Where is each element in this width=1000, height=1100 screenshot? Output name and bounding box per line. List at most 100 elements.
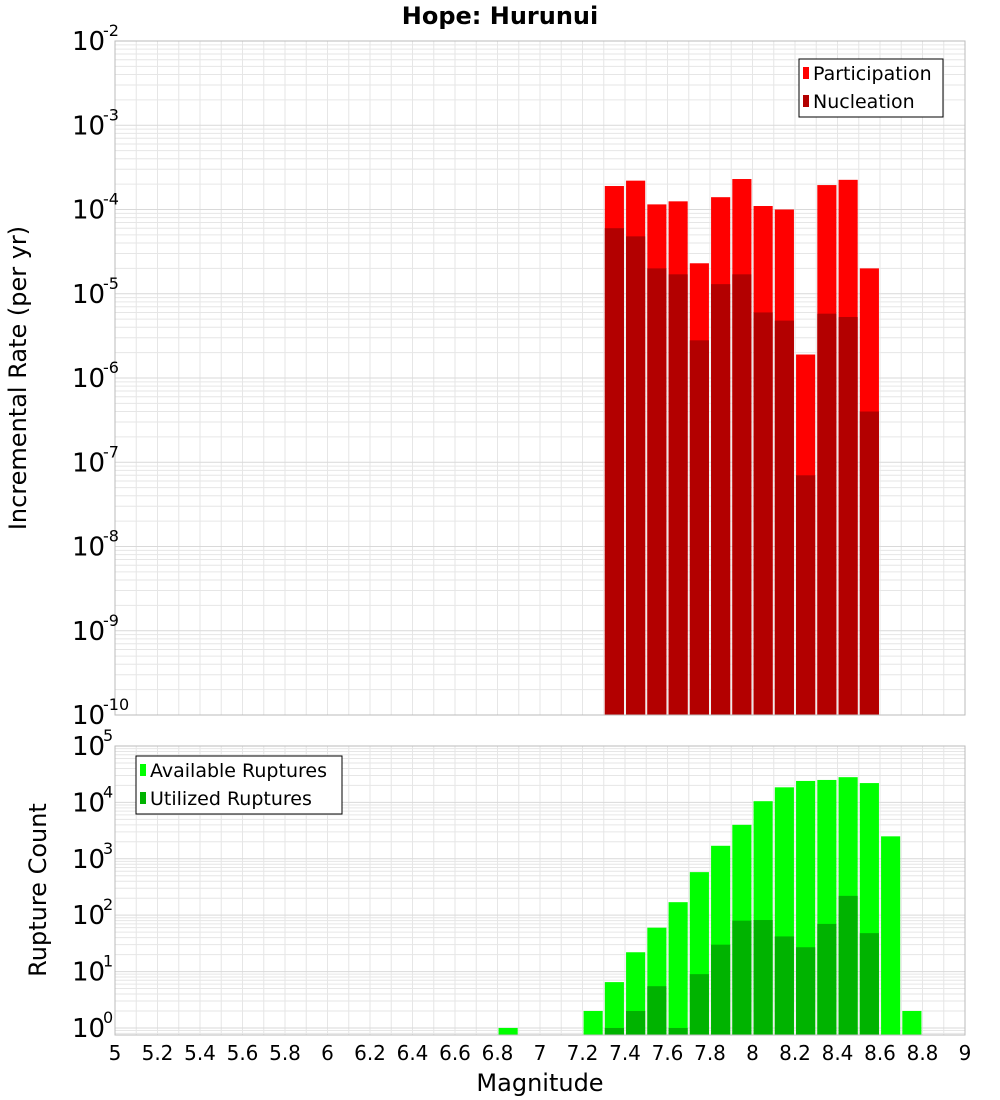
bottom-y-tick-base: 10 — [72, 732, 105, 762]
top-panel: 10-210-310-410-510-610-710-810-910-10 In… — [4, 21, 966, 731]
legend-label-nucleation: Nucleation — [813, 91, 915, 113]
x-tick-label: 8.8 — [907, 1041, 939, 1065]
top-bar-b — [668, 274, 688, 715]
top-y-tick-exponent: -8 — [103, 527, 119, 546]
top-bar-b — [838, 316, 858, 715]
chart-title: Hope: Hurunui — [402, 2, 598, 30]
bottom-bar-b — [604, 1027, 624, 1035]
top-y-tick-exponent: -5 — [103, 274, 119, 293]
bottom-y-tick-base: 10 — [72, 1014, 105, 1044]
legend-swatch-utilized — [140, 792, 146, 804]
x-tick-label: 7 — [534, 1041, 547, 1065]
top-legend: Participation Nucleation — [798, 58, 944, 118]
top-y-tick-base: 10 — [72, 111, 105, 141]
bottom-y-tick-exponent: 1 — [103, 952, 113, 971]
bottom-bar-b — [796, 947, 816, 1035]
top-y-tick-base: 10 — [72, 533, 105, 563]
x-tick-label: 6.4 — [397, 1041, 429, 1065]
top-y-tick-exponent: -6 — [103, 358, 119, 377]
top-y-tick-base: 10 — [72, 701, 105, 731]
top-bar-b — [859, 411, 879, 715]
top-y-tick-exponent: -7 — [103, 442, 119, 461]
x-tick-label: 8.6 — [864, 1041, 896, 1065]
bottom-y-tick-base: 10 — [72, 788, 105, 818]
x-tick-label: 5.6 — [227, 1041, 259, 1065]
bottom-bar-b — [711, 944, 731, 1035]
top-y-tick-exponent: -2 — [103, 21, 119, 40]
x-tick-label: 9 — [959, 1041, 972, 1065]
x-tick-label: 6.6 — [439, 1041, 471, 1065]
x-tick-label: 8.2 — [779, 1041, 811, 1065]
x-tick-label: 5 — [109, 1041, 122, 1065]
bottom-bar-a — [583, 1010, 603, 1035]
bottom-y-tick-base: 10 — [72, 845, 105, 875]
bottom-plot-frame — [114, 745, 966, 1036]
bottom-bar-a — [668, 902, 688, 1035]
top-bar-b — [689, 340, 709, 715]
legend-swatch-participation — [803, 67, 809, 79]
top-y-tick-exponent: -10 — [103, 695, 129, 714]
bottom-bar-b — [817, 923, 837, 1035]
top-bar-b — [626, 236, 646, 716]
legend-label-utilized: Utilized Ruptures — [150, 788, 312, 810]
top-bar-b — [774, 320, 794, 715]
bottom-y-tick-exponent: 4 — [103, 782, 113, 801]
bottom-y-tick-exponent: 5 — [103, 726, 113, 745]
top-legend-box — [798, 58, 944, 118]
bottom-legend-box — [135, 755, 343, 815]
bottom-y-tick-exponent: 2 — [103, 895, 113, 914]
top-bar-b — [647, 268, 667, 715]
top-bar-b — [711, 284, 731, 715]
x-tick-label: 5.2 — [142, 1041, 174, 1065]
top-grid — [114, 40, 966, 716]
bottom-y-tick-base: 10 — [72, 901, 105, 931]
bottom-bar-b — [689, 974, 709, 1035]
x-tick-labels: 5 5.2 5.4 5.6 5.8 6 6.2 6.4 6.6 6.8 7 7.2 7.4 7.6 7.8 8… — [109, 1041, 972, 1065]
x-tick-label: 7.6 — [652, 1041, 684, 1065]
x-tick-label: 8.4 — [822, 1041, 854, 1065]
top-y-tick-labels: 10-210-310-410-510-610-710-810-910-10 — [72, 21, 129, 731]
bottom-bar-b — [668, 1027, 688, 1035]
bottom-y-axis-label: Rupture Count — [24, 803, 52, 977]
top-bar-b — [604, 228, 624, 716]
top-bar-b — [796, 475, 816, 715]
bottom-y-tick-exponent: 3 — [103, 839, 113, 858]
x-tick-label: 6 — [321, 1041, 334, 1065]
bottom-bar-a — [604, 982, 624, 1035]
x-tick-label: 6.2 — [354, 1041, 386, 1065]
x-tick-label: 8 — [746, 1041, 759, 1065]
x-tick-label: 7.4 — [609, 1041, 641, 1065]
top-bar-b — [732, 274, 752, 715]
top-y-tick-base: 10 — [72, 196, 105, 226]
top-y-tick-base: 10 — [72, 364, 105, 394]
x-tick-label: 5.8 — [269, 1041, 301, 1065]
top-y-tick-base: 10 — [72, 27, 105, 57]
bottom-bar-a — [902, 1010, 922, 1035]
legend-label-available: Available Ruptures — [150, 760, 327, 782]
top-y-axis-label: Incremental Rate (per yr) — [4, 226, 32, 530]
bottom-bar-b — [859, 933, 879, 1035]
bottom-y-tick-base: 10 — [72, 958, 105, 988]
bottom-bar-b — [753, 920, 773, 1035]
top-y-tick-base: 10 — [72, 280, 105, 310]
bottom-bar-b — [732, 920, 752, 1035]
bottom-bars — [498, 777, 922, 1035]
x-axis-label: Magnitude — [476, 1069, 603, 1097]
top-plot-frame — [114, 40, 966, 716]
x-tick-label: 5.4 — [184, 1041, 216, 1065]
x-tick-label: 7.2 — [567, 1041, 599, 1065]
bottom-y-tick-exponent: 0 — [103, 1008, 113, 1027]
top-bars — [604, 179, 879, 716]
top-bar-b — [753, 312, 773, 715]
bottom-bar-a — [881, 836, 901, 1035]
bottom-bar-b — [774, 936, 794, 1035]
bottom-bar-b — [838, 895, 858, 1035]
legend-swatch-available — [140, 764, 146, 776]
top-y-tick-base: 10 — [72, 448, 105, 478]
top-y-tick-base: 10 — [72, 617, 105, 647]
x-tick-label: 6.8 — [482, 1041, 514, 1065]
bottom-bar-b — [626, 1010, 646, 1035]
